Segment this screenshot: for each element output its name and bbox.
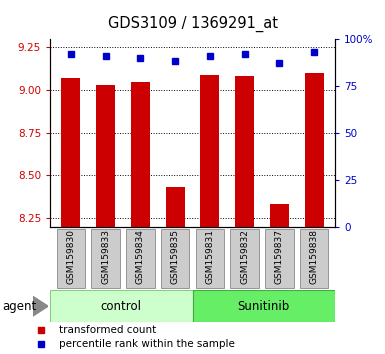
- Bar: [270, 204, 289, 227]
- Polygon shape: [33, 296, 48, 316]
- Text: control: control: [101, 300, 142, 313]
- Bar: [300, 229, 328, 288]
- Text: GSM159838: GSM159838: [310, 229, 319, 284]
- Bar: [200, 75, 219, 227]
- Bar: [192, 290, 335, 322]
- Text: GSM159831: GSM159831: [205, 229, 214, 284]
- Text: percentile rank within the sample: percentile rank within the sample: [59, 338, 234, 349]
- Bar: [61, 78, 80, 227]
- Bar: [235, 76, 254, 227]
- Text: GSM159833: GSM159833: [101, 229, 110, 284]
- Text: GSM159835: GSM159835: [171, 229, 180, 284]
- Text: GSM159834: GSM159834: [136, 229, 145, 284]
- Text: GSM159832: GSM159832: [240, 229, 249, 284]
- Text: transformed count: transformed count: [59, 325, 156, 335]
- Bar: [196, 229, 224, 288]
- Bar: [91, 229, 120, 288]
- Text: GDS3109 / 1369291_at: GDS3109 / 1369291_at: [107, 16, 278, 32]
- Bar: [305, 73, 324, 227]
- Text: Sunitinib: Sunitinib: [238, 300, 290, 313]
- Text: agent: agent: [2, 300, 36, 313]
- Bar: [166, 187, 185, 227]
- Bar: [96, 85, 115, 227]
- Text: GSM159837: GSM159837: [275, 229, 284, 284]
- Bar: [161, 229, 189, 288]
- Bar: [50, 290, 192, 322]
- Bar: [126, 229, 155, 288]
- Text: GSM159830: GSM159830: [66, 229, 75, 284]
- Bar: [131, 81, 150, 227]
- Bar: [57, 229, 85, 288]
- Bar: [265, 229, 294, 288]
- Bar: [230, 229, 259, 288]
